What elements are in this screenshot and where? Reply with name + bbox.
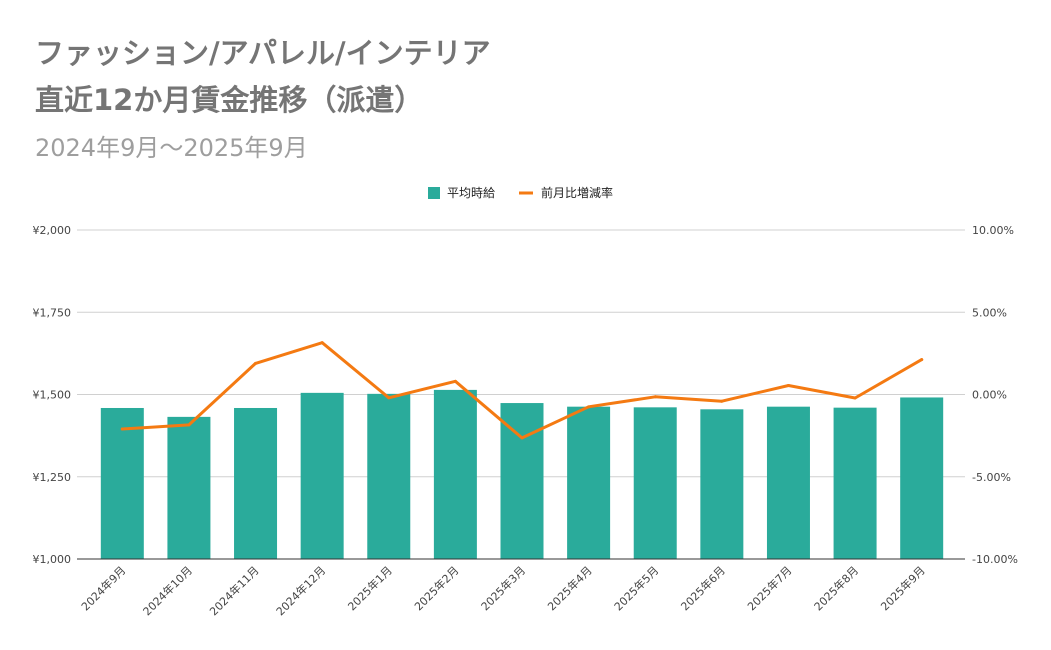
mom-rate-point-3 (320, 341, 324, 345)
legend: 平均時給 前月比増減率 (428, 185, 613, 200)
mom-rate-point-6 (520, 436, 524, 440)
mom-rate-point-1 (187, 423, 191, 427)
avg-wage-bar-10 (766, 406, 810, 559)
y-left-tick-label: ¥1,500 (33, 389, 72, 402)
avg-wage-bar-3 (300, 392, 344, 559)
gridlines (77, 229, 965, 478)
avg-wage-bar-8 (633, 407, 677, 559)
y-left-tick-label: ¥1,750 (33, 306, 72, 319)
y-left-tick-label: ¥2,000 (33, 224, 72, 237)
y-right-tick-label: 5.00% (972, 306, 1007, 319)
legend-label-mom-rate: 前月比増減率 (541, 185, 613, 200)
avg-wage-bar-5 (433, 389, 477, 559)
y-right-tick-label: -10.00% (972, 553, 1018, 566)
mom-rate-point-12 (920, 358, 924, 362)
mom-rate-point-7 (587, 405, 591, 409)
chart-subtitle: 2024年9月～2025年9月 (35, 134, 308, 162)
y-right-tick-label: 10.00% (972, 224, 1014, 237)
mom-rate-point-11 (853, 396, 857, 400)
legend-swatch-avg-wage (428, 187, 440, 199)
avg-wage-bar-12 (900, 397, 944, 559)
line-series-mom-rate (120, 341, 924, 440)
chart-title-line1: ファッション/アパレル/インテリア (35, 36, 491, 70)
y-left-tick-label: ¥1,000 (33, 553, 72, 566)
avg-wage-bar-1 (167, 416, 211, 559)
avg-wage-bar-4 (367, 393, 411, 559)
mom-rate-point-2 (254, 361, 258, 365)
y-axis-left: ¥1,000 ¥1,250 ¥1,500 ¥1,750 ¥2,000 (33, 224, 72, 566)
mom-rate-point-0 (120, 427, 124, 431)
mom-rate-point-10 (786, 383, 790, 387)
avg-wage-bar-7 (567, 406, 611, 559)
mom-rate-point-5 (453, 379, 457, 383)
legend-label-avg-wage: 平均時給 (447, 186, 495, 200)
y-right-tick-label: -5.00% (972, 471, 1011, 484)
avg-wage-bar-6 (500, 403, 544, 559)
avg-wage-bar-11 (833, 407, 877, 559)
avg-wage-bar-0 (100, 407, 144, 559)
mom-rate-point-4 (387, 396, 391, 400)
avg-wage-bar-2 (234, 407, 278, 559)
y-left-tick-label: ¥1,250 (33, 471, 72, 484)
y-axis-right: -10.00% -5.00% 0.00% 5.00% 10.00% (972, 224, 1018, 566)
mom-rate-point-8 (653, 395, 657, 399)
chart-title-line2: 直近12か月賃金推移（派遣） (35, 83, 423, 117)
avg-wage-bar-9 (700, 409, 744, 559)
bar-series-avg-wage (100, 389, 944, 559)
y-right-tick-label: 0.00% (972, 389, 1007, 402)
mom-rate-point-9 (720, 399, 724, 403)
